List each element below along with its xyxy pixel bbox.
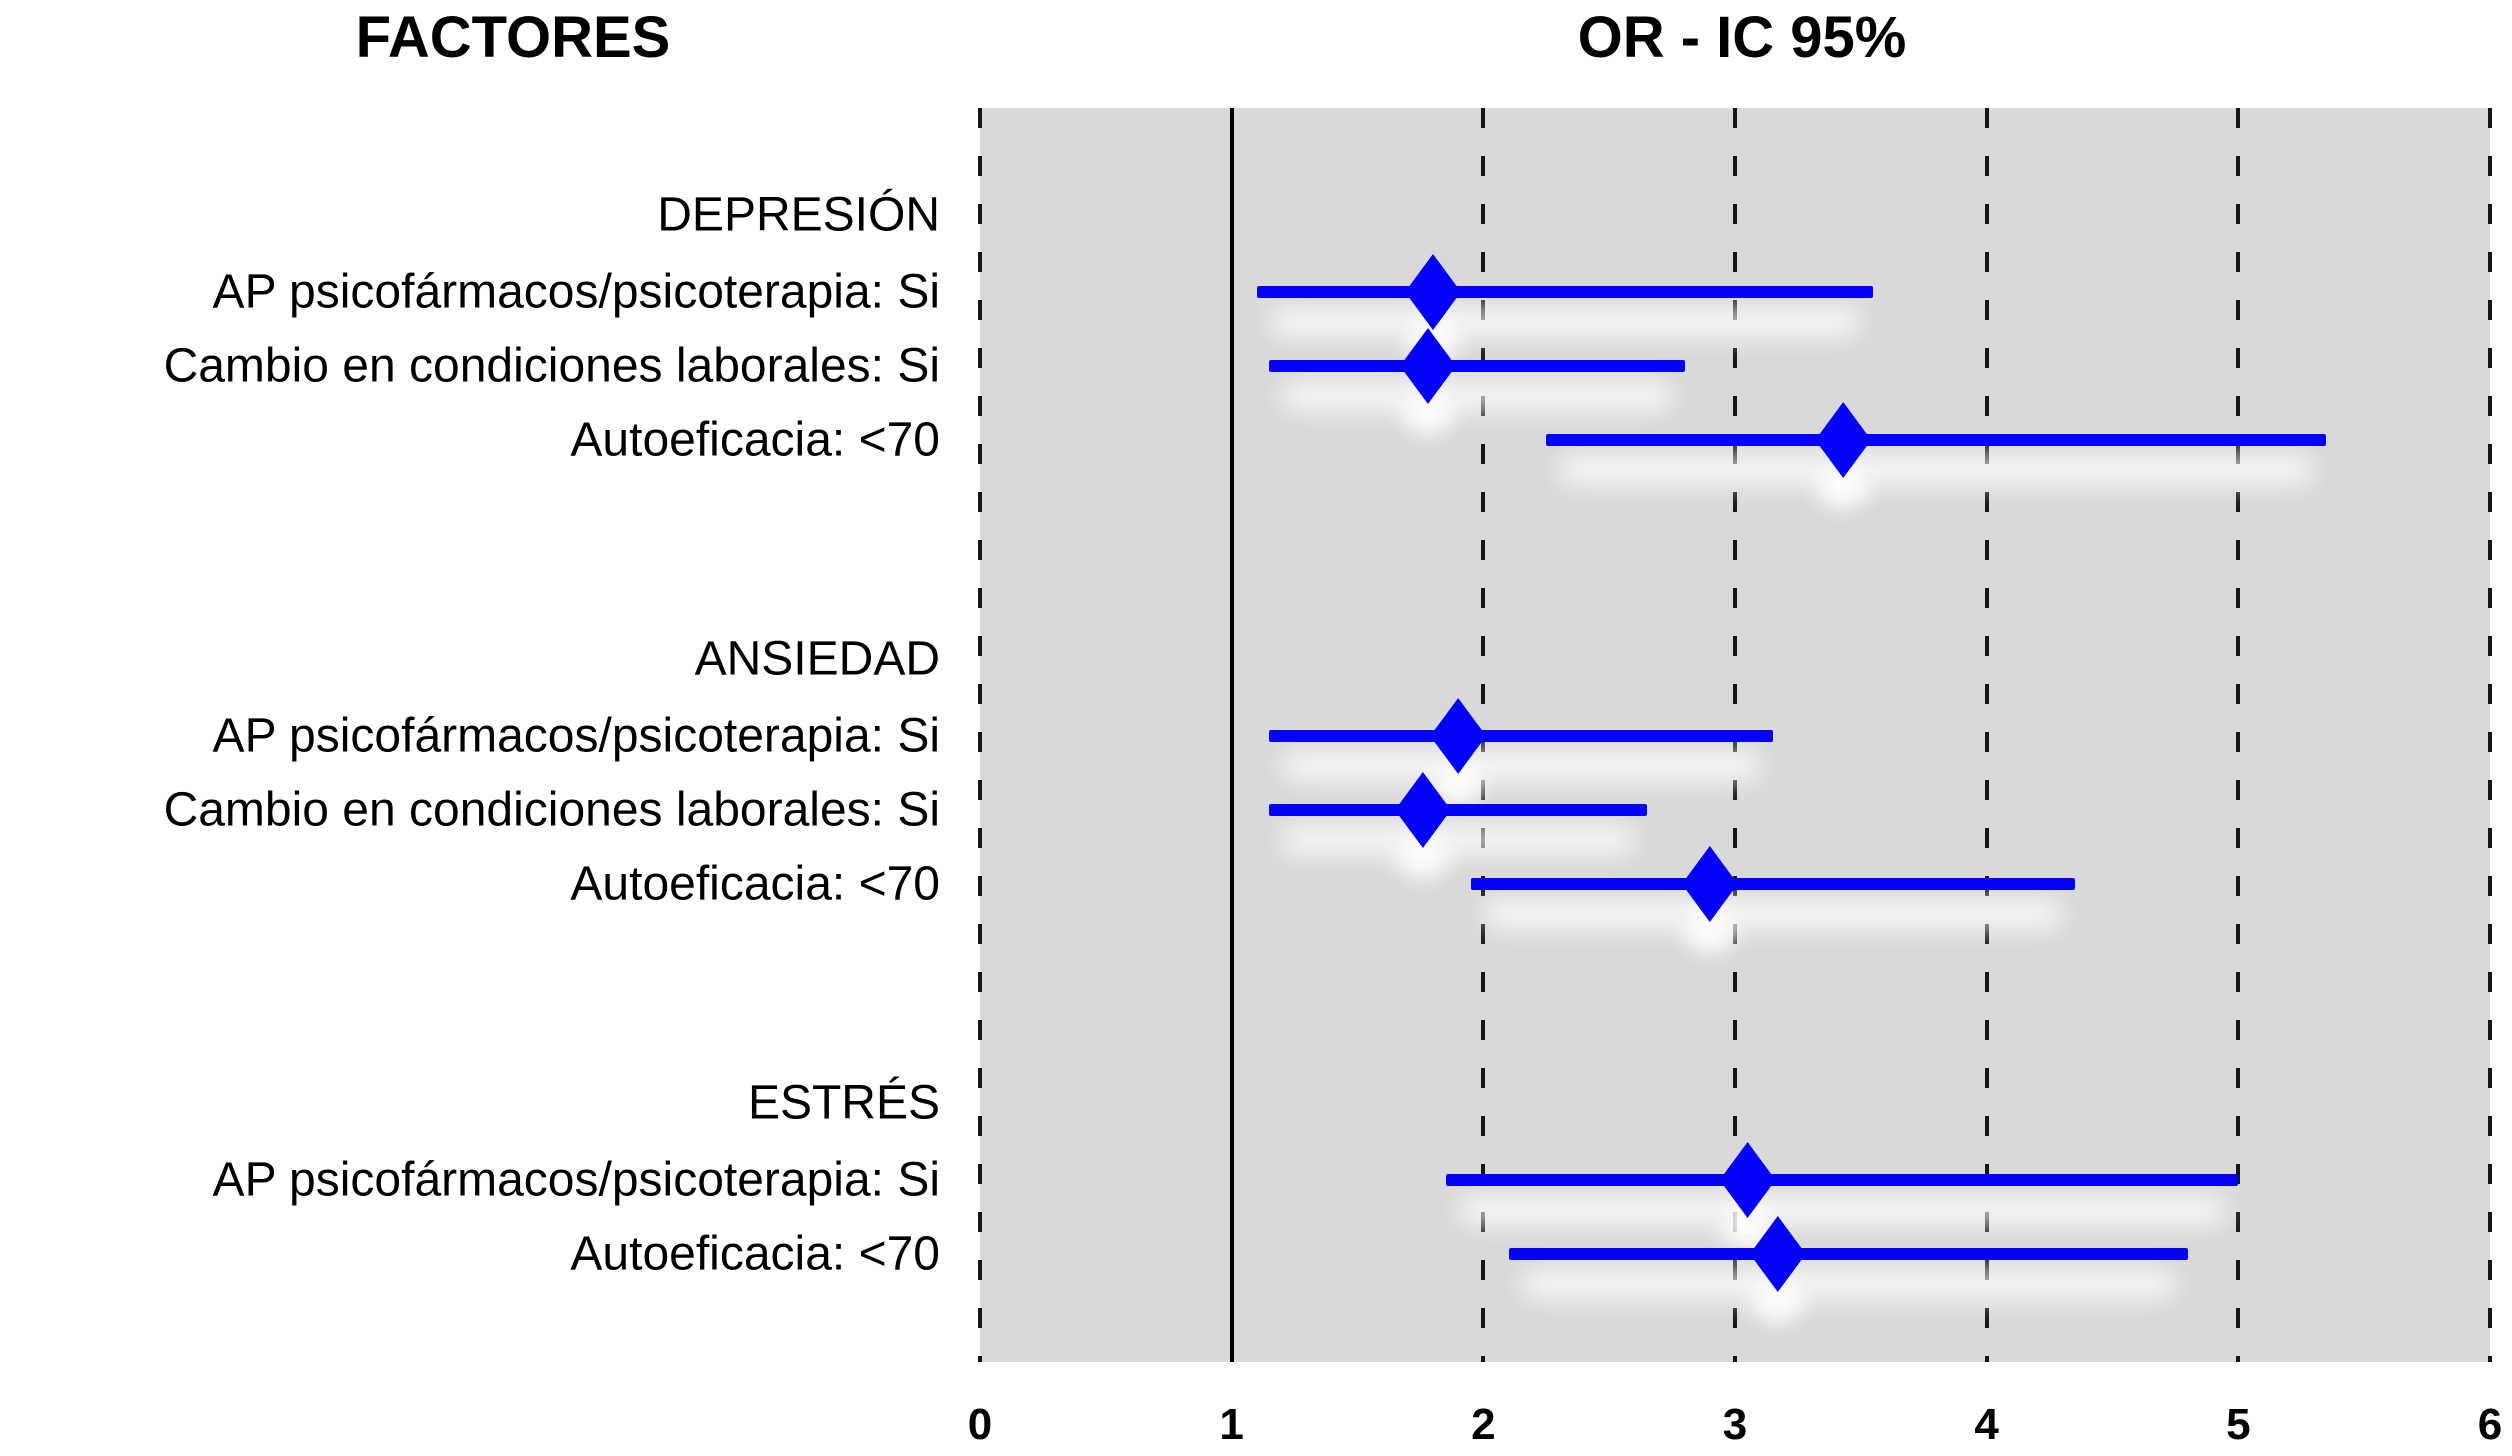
row-label-2-0: AP psicofármacos/psicoterapia: Si [212, 1153, 940, 1207]
row-label-1-1: Cambio en condiciones laborales: Si [163, 783, 940, 837]
row-shadow-glow [1281, 382, 1673, 410]
row-shadow-glow [1281, 752, 1761, 780]
row-shadow-glow [1268, 308, 1862, 336]
group-label-0: DEPRESIÓN [657, 188, 940, 242]
gridline-x-5 [2236, 108, 2241, 1362]
row-label-0-0: AP psicofármacos/psicoterapia: Si [212, 265, 940, 319]
left-column-title: FACTORES [355, 5, 671, 70]
ci-line-0-1 [1269, 360, 1685, 372]
ci-line-0-0 [1256, 286, 1874, 298]
x-tick-label-3: 3 [1722, 1400, 1748, 1449]
row-shadow-glow [1558, 456, 2315, 484]
x-tick-label-5: 5 [2226, 1400, 2251, 1449]
reference-line-or-1 [1229, 108, 1234, 1362]
plot-area [978, 108, 2492, 1362]
row-label-2-1: Autoeficacia: <70 [570, 1227, 940, 1281]
row-label-1-2: Autoeficacia: <70 [570, 857, 940, 911]
row-label-1-0: AP psicofármacos/psicoterapia: Si [212, 709, 940, 763]
row-label-0-1: Cambio en condiciones laborales: Si [163, 339, 940, 393]
ci-line-2-0 [1445, 1174, 2239, 1186]
x-tick-label-2: 2 [1471, 1400, 1496, 1449]
row-shadow-glow [1281, 826, 1635, 854]
row-shadow-glow [1482, 900, 2063, 928]
x-tick-label-1: 1 [1219, 1400, 1244, 1449]
gridline-x-6 [2488, 108, 2492, 1362]
group-label-2: ESTRÉS [747, 1076, 940, 1130]
ci-line-1-2 [1470, 878, 2075, 890]
ci-line-1-0 [1269, 730, 1773, 742]
group-label-1: ANSIEDAD [694, 632, 940, 686]
gridline-x-4 [1984, 108, 1989, 1362]
row-label-0-2: Autoeficacia: <70 [570, 413, 940, 467]
right-column-title: OR - IC 95% [1577, 5, 1907, 70]
gridline-x-0 [978, 108, 982, 1362]
row-shadow-glow [1457, 1196, 2227, 1224]
x-tick-label-6: 6 [2477, 1400, 2503, 1449]
row-shadow-glow [1520, 1270, 2176, 1298]
x-tick-label-0: 0 [967, 1400, 993, 1449]
ci-line-2-1 [1508, 1248, 2188, 1260]
ci-line-1-1 [1269, 804, 1647, 816]
ci-line-0-2 [1546, 434, 2327, 446]
x-tick-label-4: 4 [1974, 1400, 1999, 1449]
